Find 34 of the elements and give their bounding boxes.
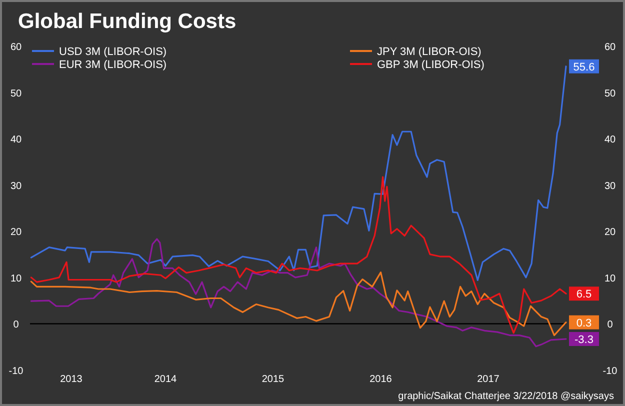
x-tick-label: 2015 <box>262 374 285 385</box>
y2-tick-label: 50 <box>604 88 616 100</box>
line-series <box>30 272 567 336</box>
y2-tick-label: 60 <box>604 42 616 53</box>
x-tick-label: 2013 <box>60 374 83 385</box>
y-tick-label: 60 <box>10 42 22 53</box>
chart-title: Global Funding Costs <box>18 10 236 33</box>
legend-label: JPY 3M (LIBOR-OIS) <box>377 46 482 58</box>
y2-tick-label: 30 <box>604 180 616 192</box>
y-tick-label: 30 <box>10 180 22 192</box>
y-tick-label: 50 <box>10 88 22 100</box>
y2-tick-label: -10 <box>602 366 618 377</box>
legend-label: USD 3M (LIBOR-OIS) <box>59 46 167 58</box>
x-tick-label: 2016 <box>370 374 392 385</box>
text: graphic/Saikat Chatterjee 3/22/2018 @saikysays <box>398 391 614 402</box>
x-tick-label: 2014 <box>154 374 178 385</box>
y-tick-label: -10 <box>8 366 24 377</box>
data-label: -3.3 <box>574 334 594 346</box>
x-tick-label: 2017 <box>477 374 500 385</box>
y2-tick-label: 20 <box>604 227 616 238</box>
y-tick-label: 0 <box>13 320 20 331</box>
data-label: 0.3 <box>576 317 592 330</box>
legend-label: EUR 3M (LIBOR-OIS) <box>59 59 167 71</box>
data-label: 6.5 <box>576 288 592 301</box>
line-series <box>30 176 567 334</box>
y2-tick-label: 10 <box>604 273 616 284</box>
data-label: 55.6 <box>573 61 595 74</box>
y2-tick-label: 0 <box>607 320 614 331</box>
y-tick-label: 40 <box>10 134 22 146</box>
line-series <box>30 238 567 348</box>
legend-label: GBP 3M (LIBOR-OIS) <box>377 59 484 71</box>
y2-tick-label: 40 <box>604 134 616 146</box>
y-tick-label: 10 <box>10 273 22 284</box>
y-tick-label: 20 <box>10 227 22 238</box>
